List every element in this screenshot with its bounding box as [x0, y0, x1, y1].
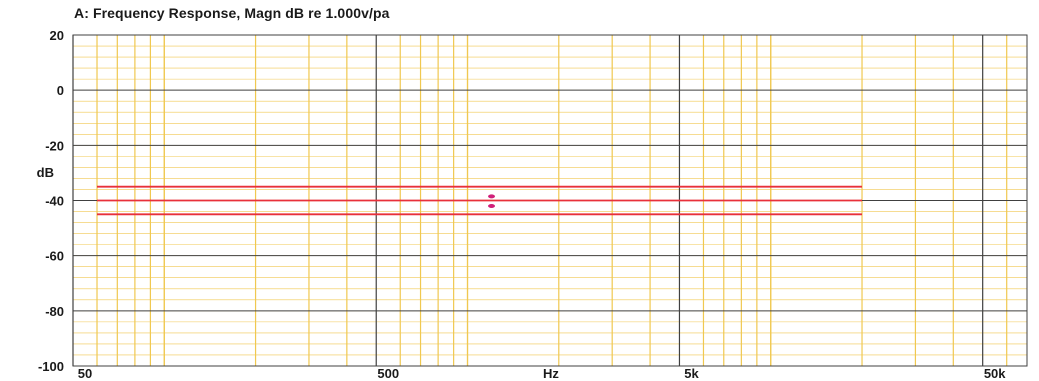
x-tick-label: 5k: [684, 366, 699, 381]
y-tick-label: 0: [57, 83, 64, 98]
y-tick-labels: 20 0 -20 -40 -60 -80 -100: [38, 28, 64, 374]
y-tick-label: 20: [50, 28, 64, 43]
series-layer: [97, 185, 862, 216]
y-axis-label: dB: [37, 165, 54, 180]
y-tick-label: -40: [45, 194, 64, 209]
y-tick-label: -20: [45, 138, 64, 153]
data-marker: [488, 204, 496, 209]
y-tick-label: -80: [45, 304, 64, 319]
y-tick-label: -100: [38, 359, 64, 374]
x-tick-label: 50k: [984, 366, 1006, 381]
x-tick-label: 500: [377, 366, 399, 381]
x-tick-label: 50: [78, 366, 92, 381]
chart-title: A: Frequency Response, Magn dB re 1.000v…: [74, 5, 390, 21]
data-marker: [488, 194, 496, 199]
x-tick-labels: 50 500 5k 50k: [78, 366, 1007, 381]
x-axis-label: Hz: [543, 366, 559, 381]
y-tick-label: -60: [45, 249, 64, 264]
plot-frame: [72, 34, 1028, 367]
